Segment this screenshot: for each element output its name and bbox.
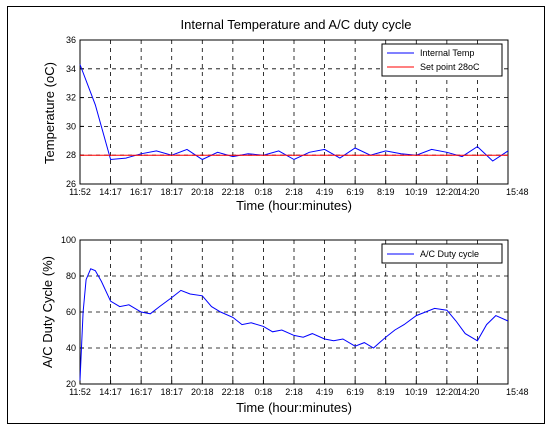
temperature-chart: Internal Temperature and A/C duty cycle …	[42, 17, 529, 213]
duty-cycle-x-tick-label: 15:48	[506, 387, 529, 397]
temperature-x-tick-label: 18:17	[160, 187, 183, 197]
temperature-x-tick-label: 14:20	[457, 187, 480, 197]
duty-cycle-x-tick-label: 4:19	[316, 387, 334, 397]
duty-cycle-grid	[80, 240, 508, 384]
temperature-x-ticks: 11:52 14:17 16:17 18:17 20:18 22:18 0:18 2:18 4:…	[69, 180, 529, 197]
temperature-x-tick-label: 14:17	[99, 187, 122, 197]
duty-cycle-y-ticks: 20 40 60 80 100	[61, 235, 84, 389]
temperature-x-tick-label: 2:18	[285, 187, 303, 197]
temperature-x-tick-label: 6:19	[346, 187, 364, 197]
temperature-series	[79, 64, 509, 162]
temperature-y-ticks: 26 28 30 32 34 36	[66, 35, 84, 189]
duty-cycle-y-tick-label: 40	[66, 343, 76, 353]
temperature-y-tick-label: 28	[66, 150, 76, 160]
temperature-x-tick-label: 22:18	[222, 187, 245, 197]
temperature-series-line-internal-temp	[79, 64, 509, 162]
temperature-x-tick-label: 16:17	[130, 187, 153, 197]
duty-cycle-y-tick-label: 100	[61, 235, 76, 245]
duty-cycle-x-tick-label: 20:18	[191, 387, 214, 397]
temperature-legend: Internal Temp Set point 28oC	[381, 43, 503, 77]
duty-cycle-x-tick-label: 22:18	[222, 387, 245, 397]
duty-cycle-x-tick-label: 10:19	[405, 387, 428, 397]
duty-cycle-y-tick-label: 60	[66, 307, 76, 317]
temperature-x-tick-label: 20:18	[191, 187, 214, 197]
temperature-legend-box	[381, 43, 503, 77]
temperature-x-tick-label: 10:19	[405, 187, 428, 197]
duty-cycle-x-ticks: 11:52 14:17 16:17 18:17 20:18 22:18 0:18 2:18 4:…	[69, 380, 529, 397]
duty-cycle-x-tick-label: 8:19	[377, 387, 395, 397]
duty-cycle-y-tick-label: 20	[66, 379, 76, 389]
duty-cycle-y-axis-label: A/C Duty Cycle (%)	[40, 256, 55, 368]
duty-cycle-legend-box	[381, 243, 503, 264]
duty-cycle-series	[79, 268, 509, 381]
duty-cycle-x-tick-label: 2:18	[285, 387, 303, 397]
legend-label-setpoint: Set point 28oC	[420, 62, 480, 72]
duty-cycle-x-tick-label: 11:52	[69, 387, 91, 397]
legend-label-internal-temp: Internal Temp	[420, 48, 474, 58]
temperature-x-axis-label: Time (hour:minutes)	[236, 198, 352, 213]
temperature-y-tick-label: 34	[66, 64, 76, 74]
temperature-y-tick-label: 32	[66, 93, 76, 103]
temperature-x-tick-label: 11:52	[69, 187, 91, 197]
duty-cycle-x-tick-label: 16:17	[130, 387, 153, 397]
temperature-x-tick-label: 4:19	[316, 187, 334, 197]
duty-cycle-x-axis-label: Time (hour:minutes)	[236, 400, 352, 415]
duty-cycle-y-tick-label: 80	[66, 271, 76, 281]
temperature-x-tick-label: 12:20	[436, 187, 459, 197]
chart-title: Internal Temperature and A/C duty cycle	[181, 17, 412, 32]
temperature-y-axis-label: Temperature (oC)	[42, 62, 57, 164]
temperature-y-tick-label: 36	[66, 35, 76, 45]
duty-cycle-x-tick-label: 12:20	[436, 387, 459, 397]
duty-cycle-x-tick-label: 0:18	[255, 387, 273, 397]
temperature-x-tick-label: 15:48	[506, 187, 529, 197]
duty-cycle-x-tick-label: 6:19	[346, 387, 364, 397]
temperature-y-tick-label: 26	[66, 179, 76, 189]
duty-cycle-x-tick-label: 14:20	[457, 387, 480, 397]
duty-cycle-x-tick-label: 14:17	[99, 387, 122, 397]
duty-cycle-x-tick-label: 18:17	[160, 387, 183, 397]
temperature-x-tick-label: 8:19	[377, 187, 395, 197]
figure-frame	[7, 6, 545, 424]
duty-cycle-chart: 20 40 60 80 100 11:52 14:17 16:17 18:17 20:18 22:…	[40, 235, 529, 415]
temperature-y-tick-label: 30	[66, 121, 76, 131]
duty-cycle-series-line-a-c-duty-cycle	[79, 268, 509, 381]
duty-cycle-legend: A/C Duty cycle	[381, 243, 503, 264]
temperature-x-tick-label: 0:18	[255, 187, 273, 197]
legend-label-duty-cycle: A/C Duty cycle	[420, 249, 479, 259]
